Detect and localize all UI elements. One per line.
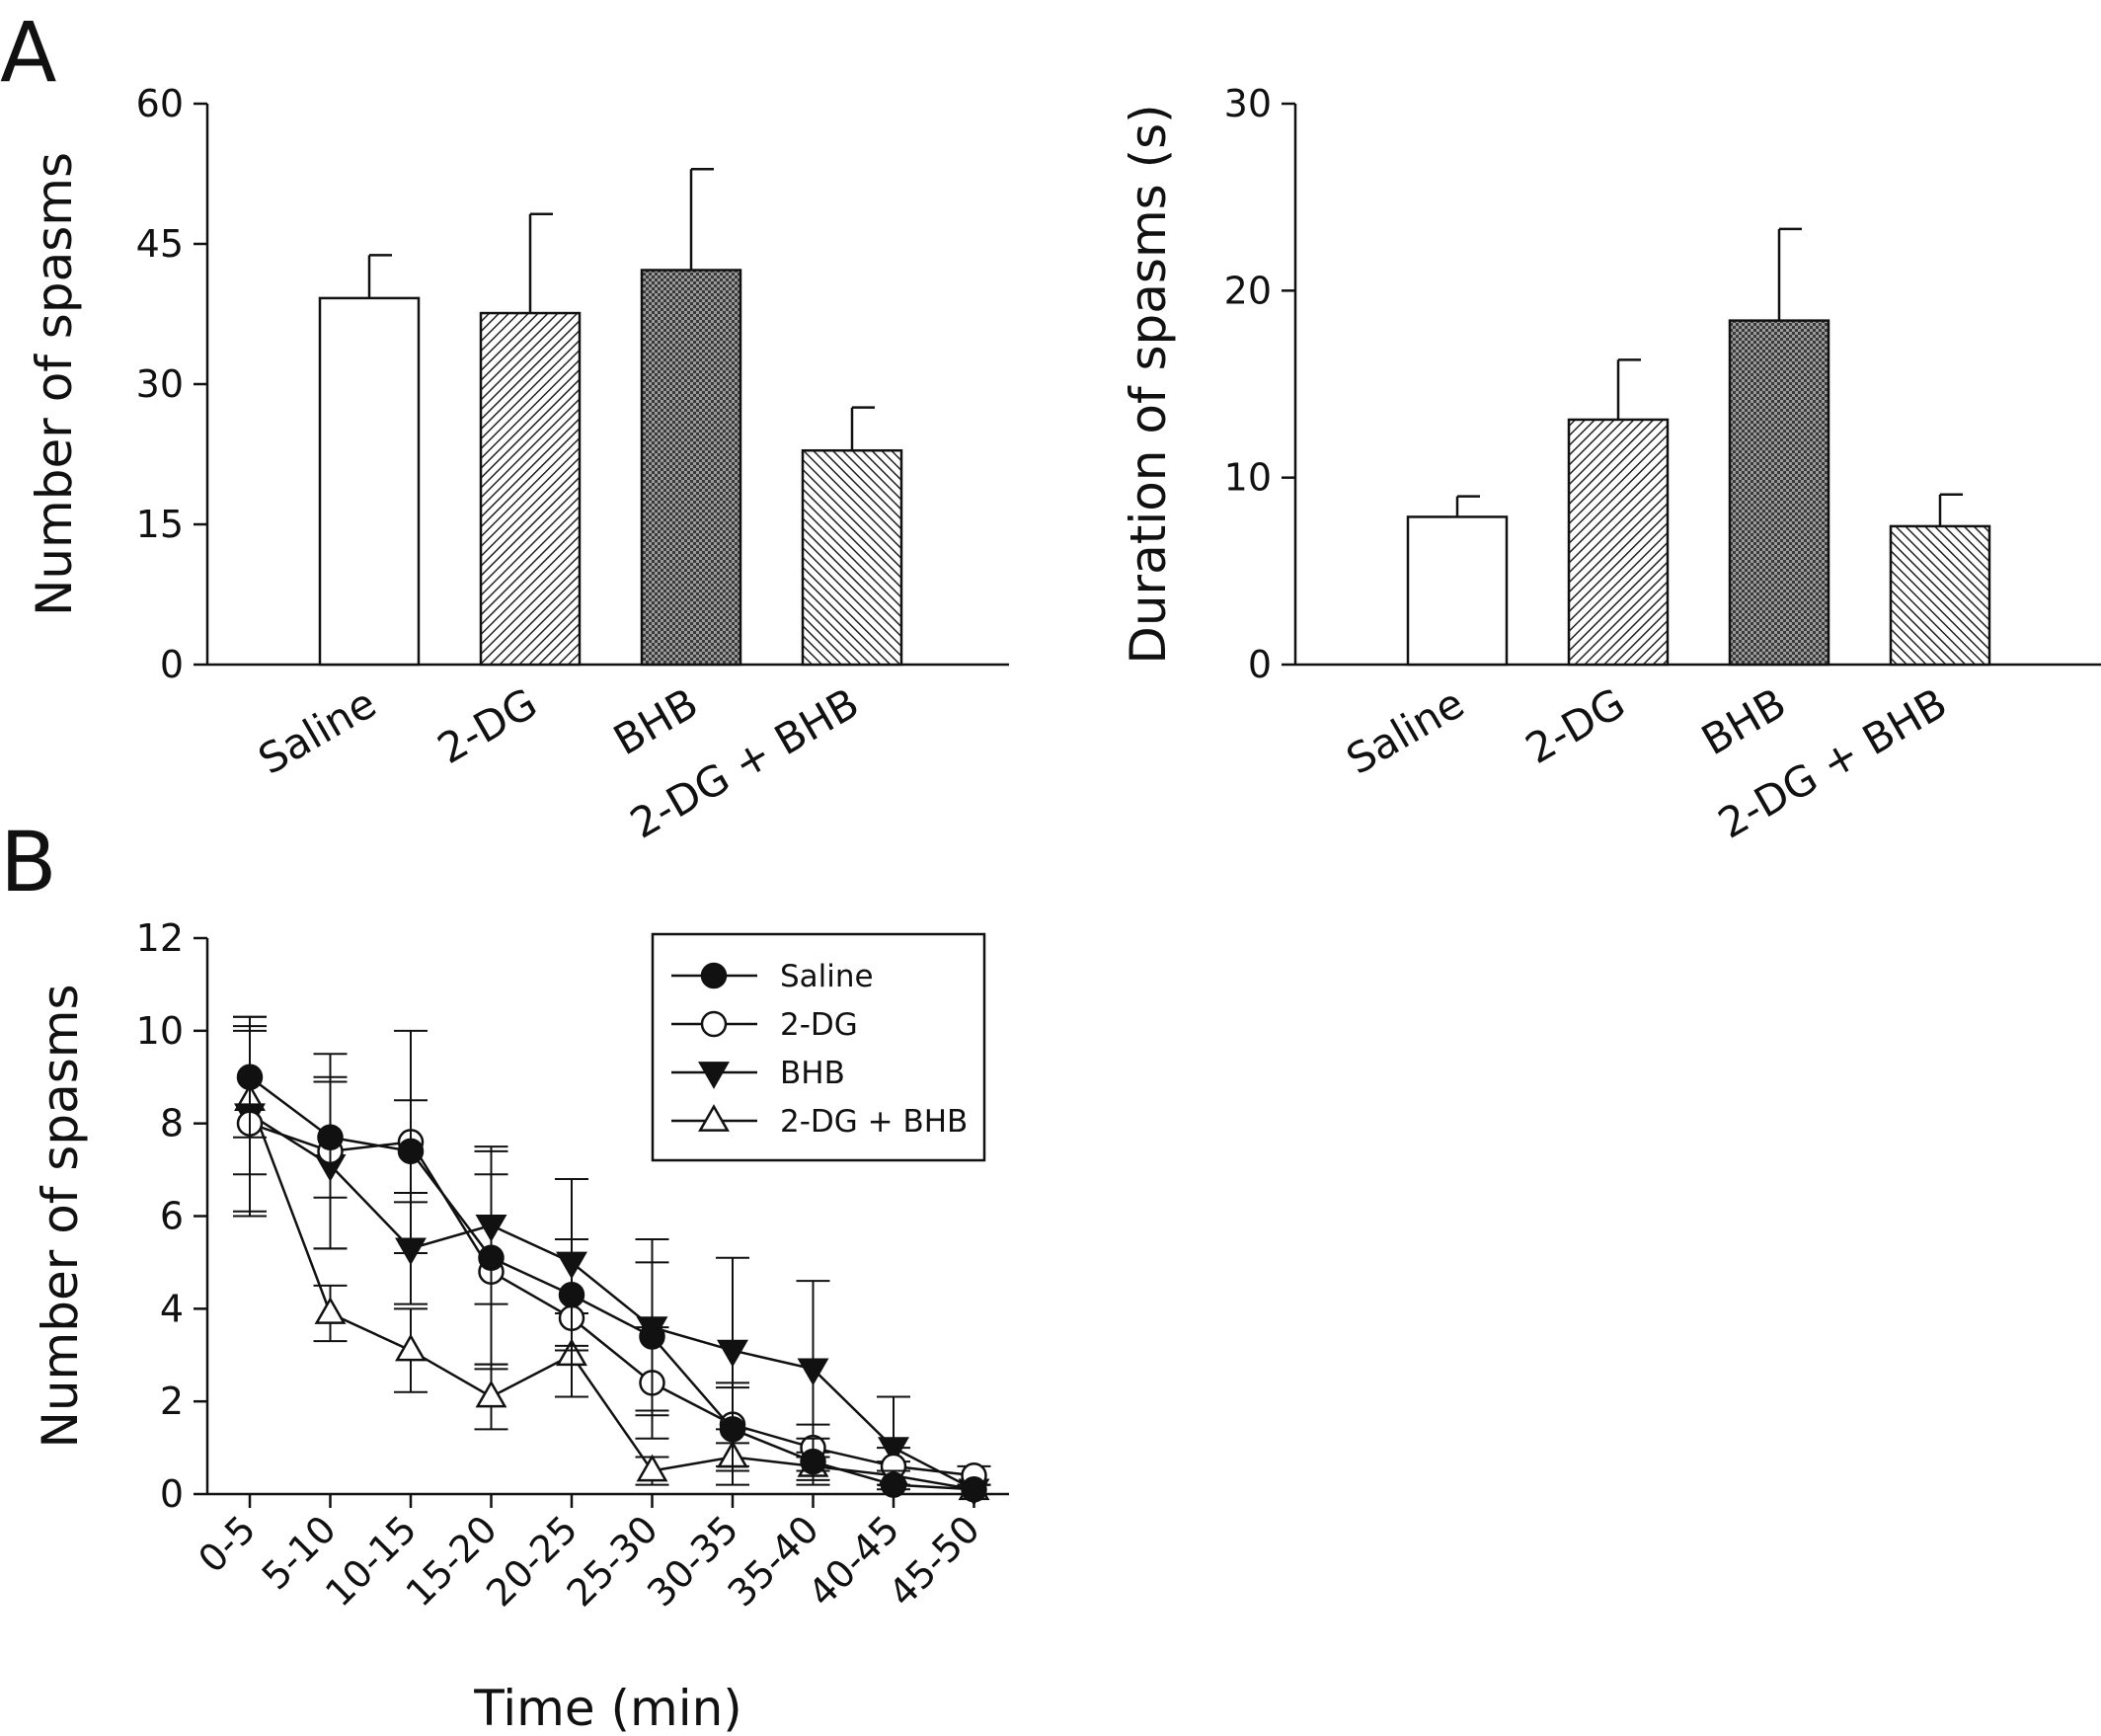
series-line-saline — [249, 1075, 974, 1491]
x-tick-label: 40-45 — [800, 1507, 907, 1615]
category-label-saline: Saline — [250, 678, 384, 784]
series-line-bhb — [249, 1113, 975, 1491]
category-label-2-dg: 2-DG — [429, 678, 545, 773]
x-tick-label: 20-25 — [478, 1507, 585, 1615]
x-tick-label: 30-35 — [639, 1507, 746, 1615]
category-label-saline: Saline — [1338, 678, 1472, 784]
y-tick-label: 30 — [136, 362, 184, 406]
y-tick-label: 60 — [136, 82, 184, 125]
y-tick-label: 10 — [136, 1009, 184, 1053]
data-point-saline — [236, 1064, 264, 1090]
data-point-saline — [800, 1448, 826, 1475]
bar-saline — [318, 296, 421, 667]
y-tick-label: 30 — [1224, 82, 1272, 125]
x-axis-title: Time (min) — [473, 1680, 742, 1736]
y-tick-label: 2 — [160, 1380, 184, 1423]
category-label-2-dg: 2-DG — [1517, 678, 1633, 773]
series-line-2-dg-bhb — [248, 1099, 974, 1491]
data-point-saline — [719, 1416, 746, 1443]
x-tick-label: 45-50 — [881, 1507, 988, 1615]
data-point-2-dg-bhb — [395, 1333, 427, 1362]
legend-marker-2-dg-bhb — [698, 1104, 730, 1132]
legend-marker-bhb — [698, 1062, 730, 1089]
chart-duration-of-spasms: 0 10 20 30 Duration of spasms (s) Saline 2-DG B… — [1120, 82, 2101, 848]
y-tick-label: 45 — [136, 222, 184, 266]
y-tick-label: 0 — [160, 1472, 184, 1516]
y-tick-label: 12 — [136, 916, 184, 960]
legend-label-bhb: BHB — [780, 1056, 845, 1091]
bar-2-dg — [1567, 418, 1670, 667]
y-tick-label: 0 — [160, 643, 184, 686]
y-tick-label: 15 — [136, 503, 184, 546]
x-tick-label: 35-40 — [720, 1507, 827, 1615]
series-saline — [233, 1015, 991, 1503]
data-point-bhb — [717, 1339, 748, 1368]
bar-2-dg-bhb — [1889, 524, 1991, 667]
legend-label-2-dg: 2-DG — [780, 1007, 858, 1043]
data-point-saline — [478, 1244, 505, 1271]
x-tick-label: 15-20 — [398, 1507, 506, 1615]
bar-2-dg-bhb — [801, 448, 903, 667]
panel-label-b: B — [0, 814, 57, 910]
y-tick-label: 4 — [160, 1287, 184, 1330]
bar-bhb — [640, 269, 742, 667]
y-tick-label: 0 — [1248, 643, 1272, 686]
category-label-bhb: BHB — [1693, 678, 1794, 764]
category-label-bhb: BHB — [605, 678, 706, 764]
series-line-2-dg — [249, 1122, 974, 1477]
y-tick-label: 8 — [160, 1102, 184, 1145]
legend-label-saline: Saline — [780, 959, 874, 994]
x-tick-label: 25-30 — [559, 1507, 666, 1615]
data-point-saline — [961, 1476, 987, 1503]
data-point-2-dg-bhb — [314, 1297, 347, 1324]
data-point-saline — [558, 1282, 585, 1308]
bar-saline — [1406, 515, 1509, 667]
panel-label-a: A — [0, 4, 56, 101]
bar-bhb — [1728, 319, 1830, 667]
chart-spasms-over-time: 0246810120-55-1010-1515-2020-2525-3030-3… — [32, 916, 1009, 1736]
x-tick-label: 0-5 — [190, 1507, 264, 1581]
legend-marker-saline — [700, 962, 728, 989]
y-axis-title: Number of spasms — [32, 984, 89, 1448]
y-tick-label: 20 — [1224, 269, 1272, 312]
y-tick-label: 10 — [1224, 456, 1272, 500]
data-point-bhb — [797, 1358, 829, 1386]
x-tick-label: 10-15 — [317, 1507, 425, 1615]
legend-marker-2-dg — [700, 1010, 728, 1038]
bar-2-dg — [479, 311, 582, 667]
data-point-2-dg-bhb — [636, 1454, 668, 1482]
data-point-saline — [397, 1138, 425, 1165]
data-point-saline — [639, 1323, 665, 1350]
legend-label-2-dg-bhb: 2-DG + BHB — [780, 1104, 968, 1140]
data-point-saline — [880, 1471, 907, 1498]
y-axis-title: Number of spasms — [26, 152, 83, 616]
data-point-2-dg-bhb — [475, 1380, 507, 1408]
data-point-saline — [317, 1124, 344, 1150]
legend: Saline 2-DG BHB 2-DG + BHB — [651, 932, 986, 1162]
y-tick-label: 6 — [160, 1195, 184, 1238]
y-axis-title: Duration of spasms (s) — [1120, 104, 1177, 664]
